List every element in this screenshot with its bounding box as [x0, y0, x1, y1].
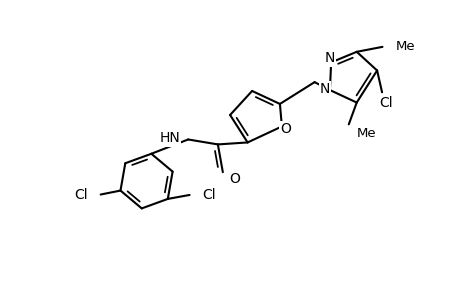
- Text: Me: Me: [356, 127, 375, 140]
- Text: O: O: [280, 122, 291, 136]
- Text: N: N: [324, 51, 335, 65]
- Text: Cl: Cl: [202, 188, 216, 202]
- Text: Me: Me: [394, 40, 414, 53]
- Text: N: N: [319, 82, 330, 96]
- Text: Cl: Cl: [378, 96, 392, 110]
- Text: HN: HN: [159, 131, 180, 146]
- Text: Cl: Cl: [74, 188, 88, 202]
- Text: O: O: [228, 172, 239, 186]
